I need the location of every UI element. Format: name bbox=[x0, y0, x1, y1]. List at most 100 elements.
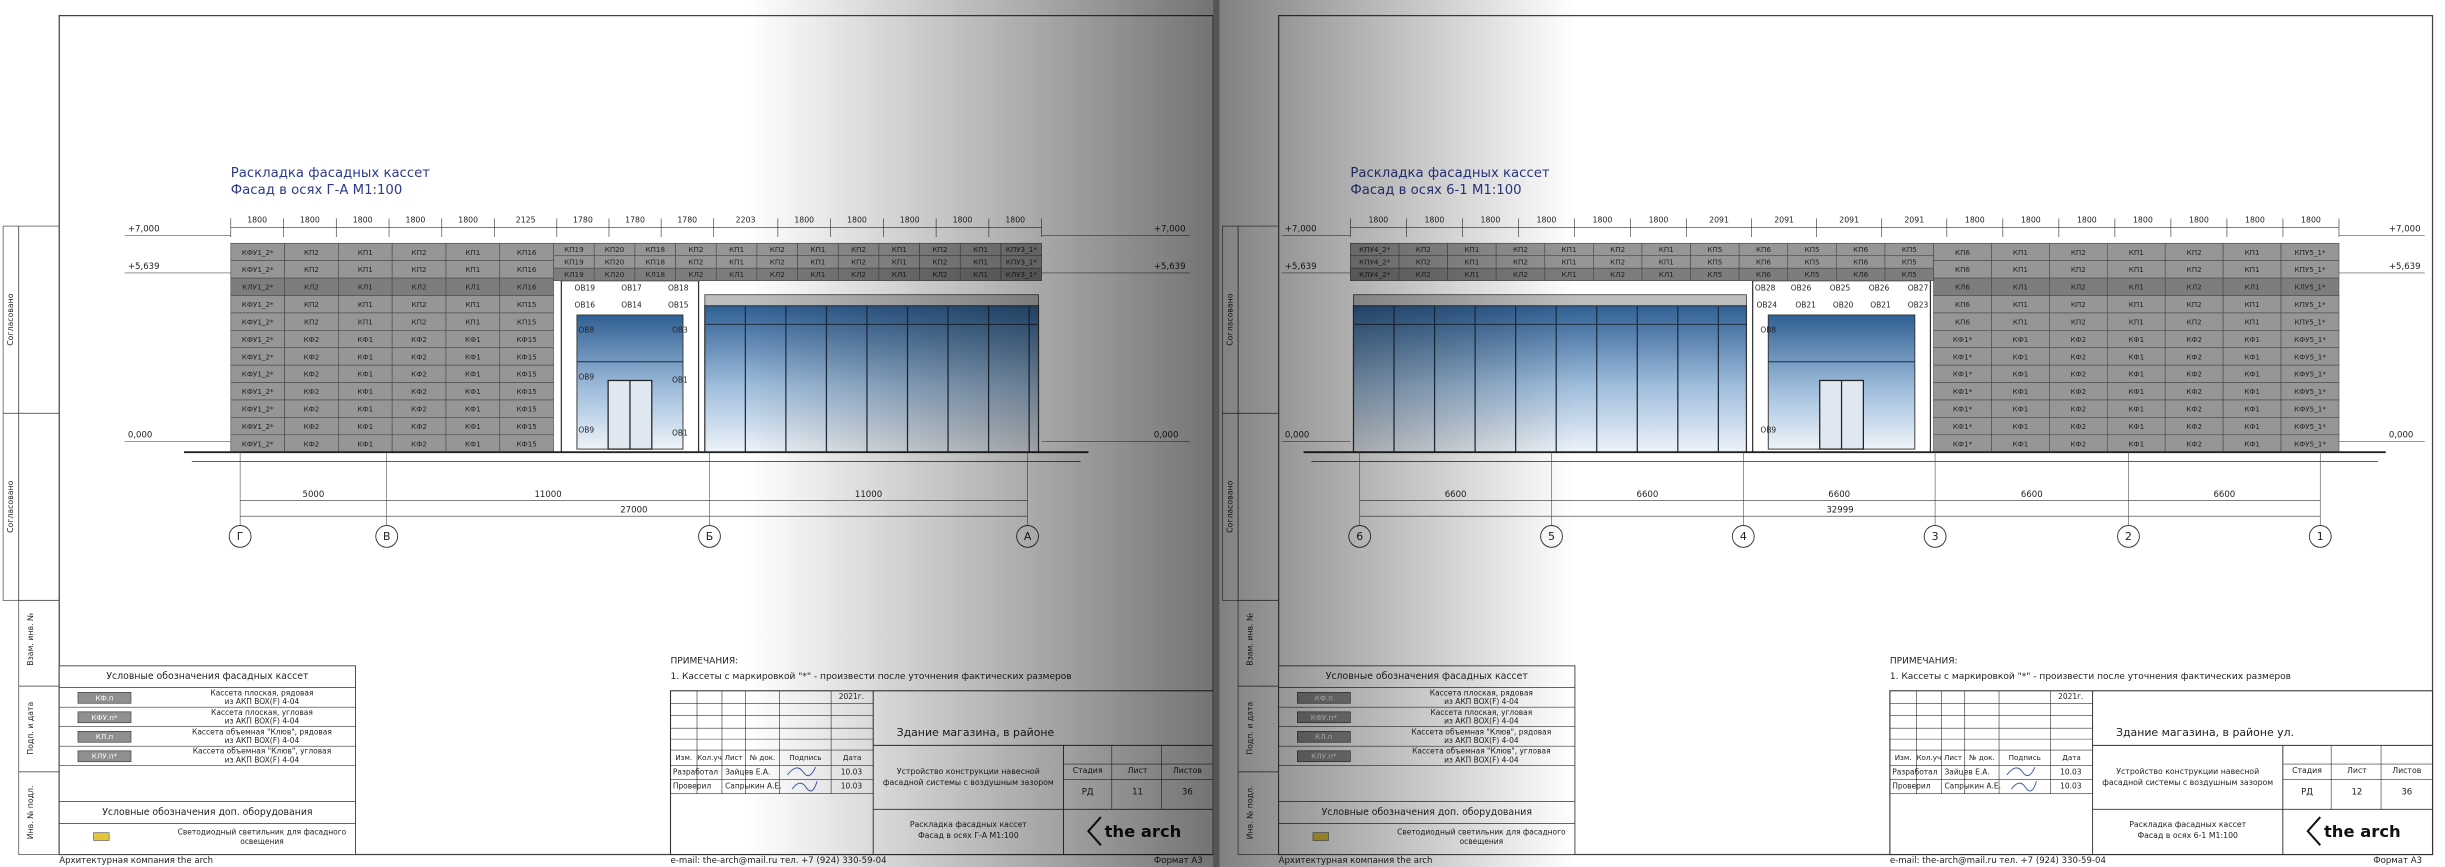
window-label: ОВ18 bbox=[668, 283, 689, 292]
cassette-label: КП2 bbox=[932, 245, 947, 254]
cassette-label: КП1 bbox=[2129, 248, 2144, 257]
cassette-label: КФ2 bbox=[2070, 352, 2086, 361]
cassette-label: КФ1 bbox=[2128, 387, 2144, 396]
cassette-label: КП1 bbox=[2245, 248, 2260, 257]
cassette-label: КЛУ5_1* bbox=[2294, 283, 2326, 292]
tb-year: 2021г. bbox=[2058, 692, 2083, 701]
cassette-label: КП1 bbox=[2013, 265, 2028, 274]
cassette-label: КЛ2 bbox=[412, 283, 427, 292]
cassette-label: КПУ5_1* bbox=[2294, 317, 2326, 326]
cassette-label: КФ1 bbox=[2244, 422, 2260, 431]
tb-stage-header: Лист bbox=[2347, 766, 2367, 775]
axis-label: В bbox=[383, 530, 390, 543]
legend-text: из АКП BOX(F) 4-04 bbox=[225, 717, 300, 726]
cassette-label: КП5 bbox=[1805, 245, 1820, 254]
cassette-label: КП16 bbox=[517, 265, 537, 274]
tb-stage-header: Стадия bbox=[1073, 766, 1103, 775]
cassette-label: КП5 bbox=[1805, 258, 1820, 267]
contacts-footer: e-mail: the-arch@mail.ru тел. +7 (924) 3… bbox=[671, 856, 887, 866]
dimension-label: 1780 bbox=[625, 216, 645, 225]
level-label-left: +5,639 bbox=[1285, 262, 1317, 272]
cassette-label: КЛ2 bbox=[770, 270, 785, 279]
level-label-left: 0,000 bbox=[1285, 431, 1310, 441]
tb-header: Кол.уч bbox=[697, 753, 722, 762]
legend-text: из АКП BOX(F) 4-04 bbox=[1444, 736, 1519, 745]
cassette-label: КП1 bbox=[1659, 245, 1674, 254]
cassette-label: КП2 bbox=[932, 258, 947, 267]
legend-code: КЛ.п bbox=[1315, 732, 1333, 741]
axis-dimension-label: 6600 bbox=[1637, 490, 1659, 500]
cassette-label: КЛ2 bbox=[2071, 283, 2086, 292]
window-label: ОВ14 bbox=[621, 301, 642, 310]
dimension-label: 1800 bbox=[1965, 216, 1985, 225]
cassette-label: КФУ5_1* bbox=[2294, 352, 2326, 361]
cassette-label: КП1 bbox=[2129, 317, 2144, 326]
cassette-label: КЛ19 bbox=[564, 270, 584, 279]
cassette-label: КФУ1_2* bbox=[242, 248, 274, 257]
cassette-label: КФ1 bbox=[2013, 370, 2029, 379]
cassette-label: КП2 bbox=[1416, 245, 1431, 254]
glazing-header bbox=[704, 294, 1039, 307]
cassette-label: КП2 bbox=[688, 258, 703, 267]
cassette-label: КП1 bbox=[2013, 300, 2028, 309]
cassette-label: КФ1 bbox=[357, 422, 373, 431]
axis-label: 6 bbox=[1356, 530, 1363, 543]
dimension-label: 2203 bbox=[736, 216, 756, 225]
equipment-text: Светодиодный светильник для фасадного bbox=[1397, 828, 1566, 837]
total-dimension-label: 32999 bbox=[1826, 505, 1853, 515]
axis-dimension-label: 6600 bbox=[2021, 490, 2043, 500]
cassette-label: КЛ6 bbox=[1853, 270, 1868, 279]
cassette-label: КП1 bbox=[2129, 300, 2144, 309]
cassette-label: КФ1* bbox=[1953, 439, 1973, 448]
equipment-title: Условные обозначения доп. оборудования bbox=[1322, 807, 1532, 818]
legend-code: КЛУ.п* bbox=[92, 752, 118, 761]
dimension-label: 1800 bbox=[247, 216, 267, 225]
cassette-label: КП18 bbox=[645, 258, 665, 267]
cassette-label: КФ2 bbox=[2186, 422, 2202, 431]
legend-title: Условные обозначения фасадных кассет bbox=[106, 671, 309, 682]
cassette-label: КФУ5_1* bbox=[2294, 405, 2326, 414]
axis-bubble bbox=[1923, 525, 1947, 548]
cassette-label: КП1 bbox=[2245, 265, 2260, 274]
cassette-label: КП2 bbox=[412, 248, 427, 257]
cassette-label: КП15 bbox=[517, 317, 537, 326]
cassette-label: КП2 bbox=[304, 317, 319, 326]
cassette-label: КЛ2 bbox=[2187, 283, 2202, 292]
legend-text: из АКП BOX(F) 4-04 bbox=[225, 755, 300, 764]
tb-stage: РД bbox=[1082, 788, 1094, 798]
tb-person: Зайцев Е.А. bbox=[725, 768, 770, 777]
window-label: ОВ9 bbox=[578, 372, 594, 381]
notes-title: ПРИМЕЧАНИЯ: bbox=[671, 657, 739, 667]
cassette-label: КПУ3_1* bbox=[1006, 245, 1038, 254]
tb-header: Подпись bbox=[2009, 753, 2041, 762]
legend-text: Кассета плоская, рядовая bbox=[1430, 688, 1533, 697]
window-label: ОВ16 bbox=[574, 301, 595, 310]
cassette-label: КЛ1 bbox=[729, 270, 744, 279]
window-label: ОВ15 bbox=[668, 301, 689, 310]
cassette-label: КП20 bbox=[605, 245, 625, 254]
signature bbox=[2006, 767, 2037, 792]
cassette-label: КФ2 bbox=[2070, 335, 2086, 344]
window-label: ОВ8 bbox=[578, 326, 594, 335]
tb-header: Дата bbox=[2062, 753, 2081, 762]
cassette-label: КФУ1_2* bbox=[242, 335, 274, 344]
cassette-label: КП6 bbox=[1853, 258, 1868, 267]
level-label-left: +7,000 bbox=[128, 225, 160, 235]
cassette-label: КФ1 bbox=[2128, 422, 2144, 431]
cassette-label: КП5 bbox=[1707, 245, 1722, 254]
legend-title: Условные обозначения фасадных кассет bbox=[1326, 671, 1529, 682]
cassette-label: КП2 bbox=[412, 300, 427, 309]
logo-mark bbox=[2306, 816, 2322, 846]
cassette-label: КЛУ1_2* bbox=[242, 283, 274, 292]
cassette-label: КП2 bbox=[770, 258, 785, 267]
cassette-label: КП5 bbox=[1902, 245, 1917, 254]
dimension-label: 1800 bbox=[353, 216, 373, 225]
cassette-label: КФ1* bbox=[1953, 352, 1973, 361]
tb-header: Лист bbox=[1944, 753, 1962, 762]
note-text: 1. Кассеты с маркировкой "*" - произвест… bbox=[671, 672, 1072, 682]
cassette-label: КП1 bbox=[2129, 265, 2144, 274]
cassette-label: КФ1 bbox=[2013, 387, 2029, 396]
cassette-label: КФ15 bbox=[516, 439, 536, 448]
tb-date: 10.03 bbox=[841, 782, 863, 791]
cassette-label: КФ1 bbox=[357, 335, 373, 344]
